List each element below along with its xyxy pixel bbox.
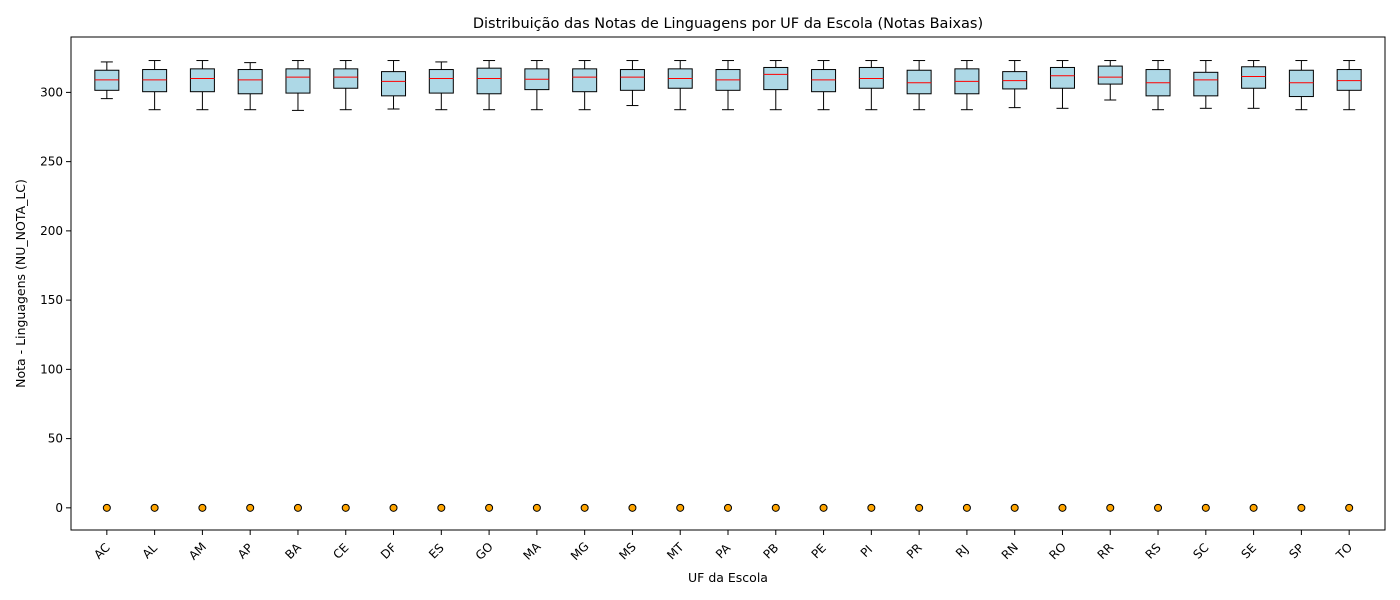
- x-axis-label: UF da Escola: [688, 570, 768, 585]
- outlier-ce: [341, 503, 350, 512]
- outlier-pb: [771, 503, 780, 512]
- outlier-ro: [1058, 503, 1067, 512]
- outlier-pa: [724, 503, 732, 512]
- y-tick-label: 100: [40, 362, 63, 376]
- box-go: [476, 67, 502, 95]
- box-sp: [1288, 69, 1314, 98]
- y-tick-label: 250: [40, 155, 63, 169]
- outlier-go: [485, 503, 494, 512]
- y-tick-label: 50: [48, 432, 63, 446]
- box-es: [428, 69, 454, 94]
- outlier-ba: [293, 503, 302, 512]
- box-mg: [572, 68, 598, 93]
- box-pr: [906, 69, 932, 95]
- y-axis-label: Nota - Linguagens (NU_NOTA_LC): [13, 179, 28, 388]
- box-am: [189, 68, 215, 93]
- box-ms: [619, 69, 645, 91]
- outlier-ms: [628, 503, 637, 512]
- outlier-se: [1249, 503, 1258, 512]
- box-ap: [237, 69, 263, 95]
- outlier-al: [150, 503, 159, 512]
- y-tick-label: 300: [40, 85, 63, 99]
- box-df: [381, 71, 407, 97]
- y-tick-label: 150: [40, 293, 63, 307]
- y-tick-label: 0: [55, 501, 63, 515]
- box-sc: [1193, 71, 1219, 97]
- box-se: [1241, 66, 1267, 89]
- box-rr: [1097, 65, 1123, 85]
- box-al: [142, 69, 168, 93]
- box-ba: [285, 68, 311, 94]
- outlier-to: [1345, 503, 1354, 512]
- outlier-am: [198, 503, 207, 512]
- box-ro: [1049, 66, 1075, 89]
- box-to: [1336, 69, 1362, 91]
- outlier-df: [389, 503, 398, 512]
- outlier-pe: [819, 503, 828, 512]
- outlier-ap: [246, 503, 255, 512]
- outlier-pr: [915, 503, 924, 512]
- outlier-mt: [676, 503, 685, 512]
- outlier-pi: [867, 503, 876, 512]
- box-pi: [858, 66, 884, 89]
- outlier-sc: [1201, 503, 1210, 512]
- outlier-rn: [1010, 503, 1019, 512]
- outlier-es: [437, 503, 446, 512]
- outlier-rs: [1154, 503, 1163, 512]
- outlier-ma: [532, 503, 541, 512]
- chart-title: Distribuição das Notas de Linguagens por…: [473, 16, 983, 32]
- y-tick-label: 200: [40, 224, 63, 238]
- plot-frame: [70, 36, 1386, 531]
- outlier-sp: [1297, 503, 1306, 512]
- box-pe: [811, 69, 837, 93]
- outlier-rj: [962, 503, 971, 512]
- outlier-ac: [102, 503, 111, 512]
- outlier-mg: [580, 503, 589, 512]
- box-ce: [333, 68, 359, 89]
- box-pb: [763, 66, 789, 91]
- outlier-rr: [1106, 503, 1115, 512]
